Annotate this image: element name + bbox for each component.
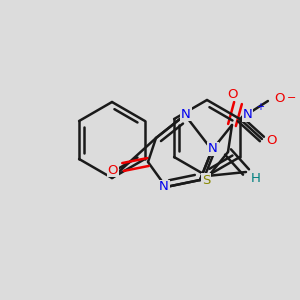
Text: N: N — [159, 181, 169, 194]
Text: O: O — [108, 164, 118, 176]
Text: O: O — [228, 88, 238, 100]
Text: −: − — [287, 93, 297, 103]
Text: S: S — [202, 173, 210, 187]
Text: O: O — [267, 134, 277, 148]
Text: H: H — [251, 172, 261, 185]
Text: N: N — [208, 142, 218, 155]
Text: O: O — [275, 92, 285, 104]
Text: N: N — [243, 109, 253, 122]
Text: +: + — [256, 102, 264, 112]
Text: N: N — [181, 107, 191, 121]
